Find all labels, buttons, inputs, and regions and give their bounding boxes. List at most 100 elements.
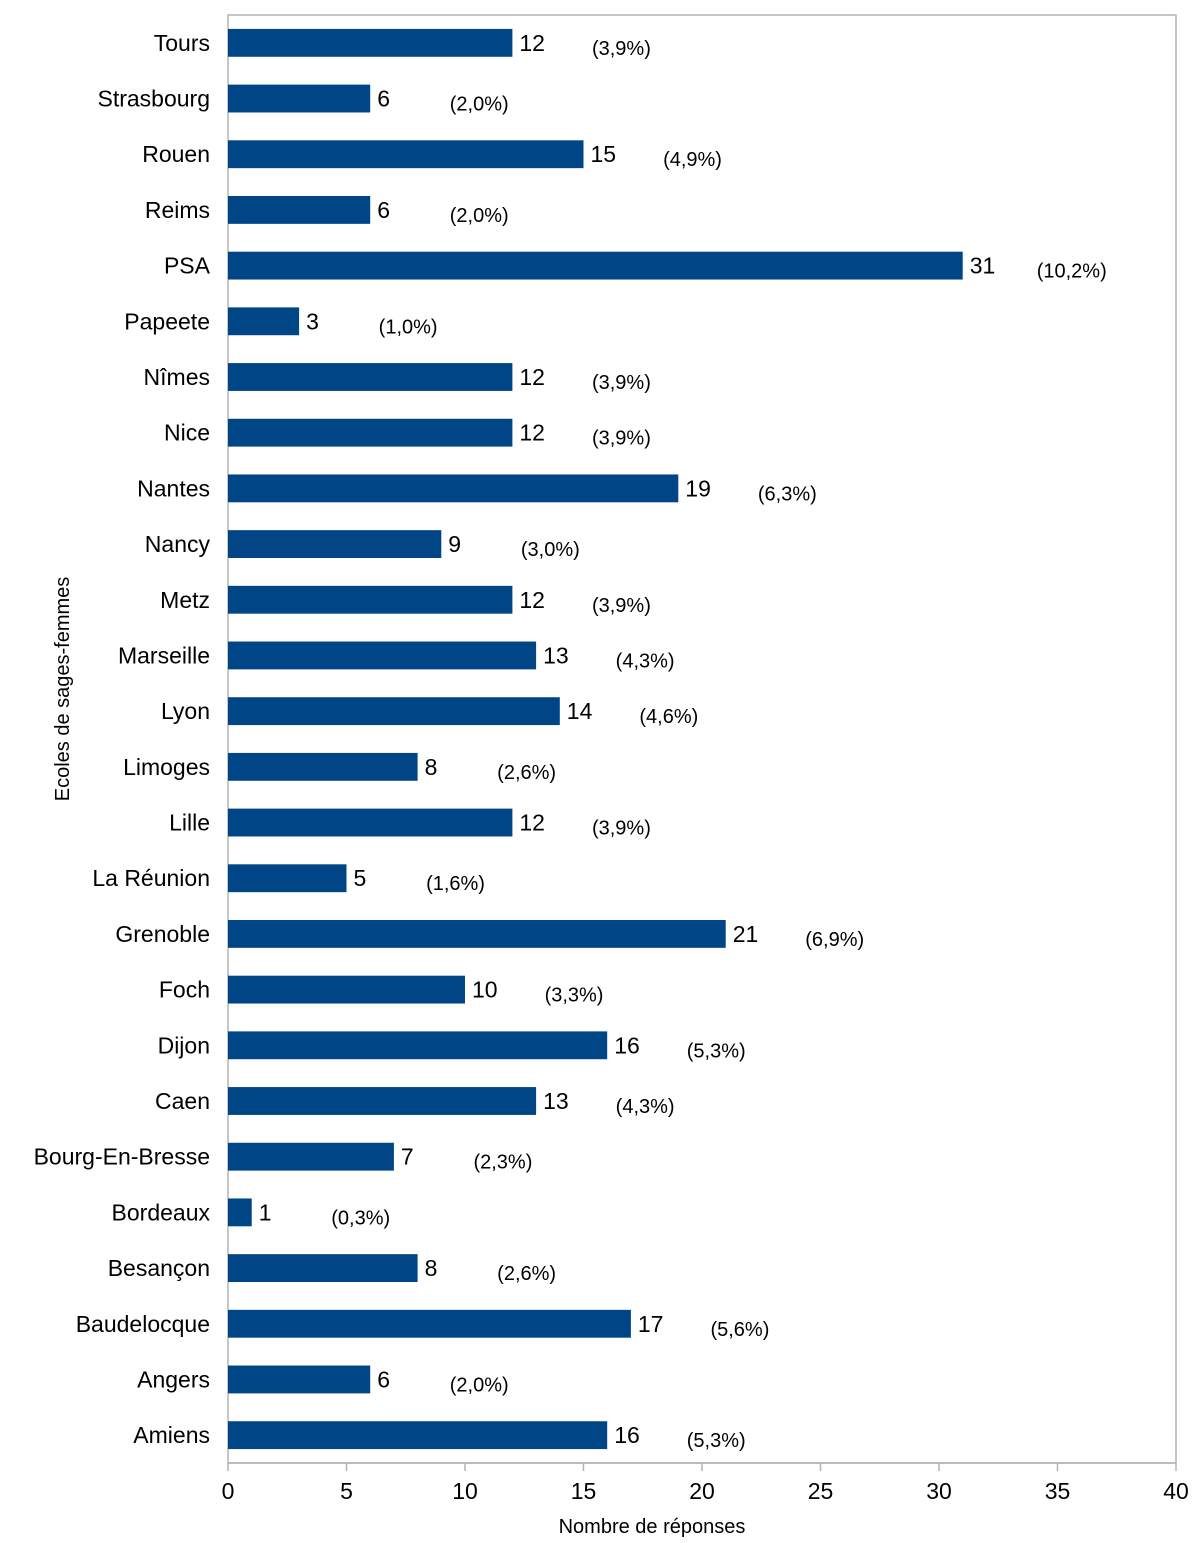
- category-label: Lille: [169, 810, 210, 836]
- value-label: 6: [377, 197, 390, 223]
- value-label: 12: [519, 364, 545, 390]
- category-label: Marseille: [118, 642, 210, 668]
- category-label: PSA: [164, 253, 211, 279]
- percent-label: (6,3%): [758, 483, 817, 505]
- percent-label: (4,9%): [663, 149, 722, 171]
- category-label: Nantes: [137, 475, 210, 501]
- value-label: 12: [519, 30, 545, 56]
- bar: [228, 1087, 537, 1115]
- x-tick-label: 15: [571, 1478, 597, 1504]
- percent-label: (5,6%): [710, 1319, 769, 1341]
- percent-label: (2,6%): [497, 1263, 556, 1285]
- category-label: Besançon: [108, 1255, 210, 1281]
- value-label: 6: [377, 1366, 390, 1392]
- labels-layer: Tours 12 (3,9%)Strasbourg 6 (2,0%)Rouen 15 (4,…: [34, 30, 1107, 1452]
- percent-label: (2,0%): [450, 1374, 509, 1396]
- bar: [228, 418, 513, 447]
- category-label: Caen: [155, 1088, 210, 1114]
- category-label: Grenoble: [115, 921, 210, 947]
- bar: [228, 752, 418, 781]
- percent-label: (4,3%): [616, 650, 675, 672]
- bar: [228, 251, 963, 280]
- bar: [228, 697, 560, 726]
- x-tick-label: 10: [452, 1478, 478, 1504]
- x-tick-label: 25: [808, 1478, 834, 1504]
- bar: [228, 140, 584, 169]
- value-label: 12: [519, 420, 545, 446]
- percent-label: (3,9%): [592, 428, 651, 450]
- value-label: 12: [519, 810, 545, 836]
- bar: [228, 530, 442, 558]
- y-axis-title: Ecoles de sages-femmes: [52, 577, 74, 802]
- percent-label: (1,0%): [379, 316, 438, 338]
- bar: [228, 1254, 418, 1282]
- value-label: 13: [543, 1088, 569, 1114]
- bar: [228, 1421, 608, 1450]
- percent-label: (3,9%): [592, 818, 651, 840]
- category-label: Papeete: [124, 308, 210, 334]
- value-label: 17: [638, 1311, 664, 1337]
- category-label: Nîmes: [144, 364, 210, 390]
- bar: [228, 641, 537, 670]
- x-tick-label: 30: [926, 1478, 952, 1504]
- category-label: Baudelocque: [76, 1311, 210, 1337]
- bar: [228, 363, 513, 391]
- bar: [228, 1309, 631, 1338]
- bar: [228, 307, 300, 336]
- category-label: Bourg-En-Bresse: [34, 1144, 210, 1170]
- category-label: Dijon: [158, 1032, 210, 1058]
- value-label: 5: [354, 865, 367, 891]
- value-label: 9: [448, 531, 461, 557]
- category-label: Amiens: [133, 1422, 210, 1448]
- category-label: Lyon: [161, 698, 210, 724]
- percent-label: (2,6%): [497, 762, 556, 784]
- category-label: Metz: [160, 587, 210, 613]
- value-label: 21: [733, 921, 759, 947]
- percent-label: (3,9%): [592, 38, 651, 60]
- category-label: Tours: [154, 30, 210, 56]
- value-label: 12: [519, 587, 545, 613]
- x-tick-label: 35: [1045, 1478, 1071, 1504]
- bar: [228, 474, 679, 503]
- bar: [228, 864, 347, 893]
- plot-area-frame: [227, 14, 1177, 1464]
- percent-label: (2,3%): [473, 1152, 532, 1174]
- percent-label: (3,3%): [545, 985, 604, 1007]
- bar: [228, 196, 371, 224]
- value-label: 16: [614, 1422, 640, 1448]
- category-label: Foch: [159, 977, 210, 1003]
- bar: [228, 1365, 371, 1394]
- bars-layer: [228, 28, 963, 1450]
- percent-label: (3,9%): [592, 595, 651, 617]
- bar: [228, 585, 513, 614]
- value-label: 1: [259, 1199, 272, 1225]
- value-label: 14: [567, 698, 593, 724]
- category-label: Nancy: [145, 531, 211, 557]
- category-label: Nice: [164, 420, 210, 446]
- value-label: 31: [970, 253, 996, 279]
- percent-label: (1,6%): [426, 873, 485, 895]
- percent-label: (3,9%): [592, 372, 651, 394]
- percent-label: (3,0%): [521, 539, 580, 561]
- x-axis-title: Nombre de réponses: [559, 1516, 746, 1538]
- value-label: 6: [377, 86, 390, 112]
- category-label: Angers: [137, 1366, 210, 1392]
- percent-label: (4,6%): [639, 706, 698, 728]
- bar: [228, 28, 513, 57]
- percent-label: (2,0%): [450, 205, 509, 227]
- x-axis: 0 5 10 15 20 25 30 35 40: [222, 1462, 1189, 1504]
- value-label: 16: [614, 1032, 640, 1058]
- value-label: 13: [543, 642, 569, 668]
- value-label: 19: [685, 475, 711, 501]
- bar: [228, 975, 465, 1004]
- percent-label: (2,0%): [450, 94, 509, 116]
- x-tick-label: 20: [689, 1478, 715, 1504]
- percent-label: (5,3%): [687, 1430, 746, 1452]
- category-label: La Réunion: [92, 865, 210, 891]
- percent-label: (10,2%): [1037, 261, 1107, 283]
- bar: [228, 84, 371, 113]
- category-label: Strasbourg: [97, 86, 210, 112]
- x-tick-label: 5: [340, 1478, 353, 1504]
- value-label: 8: [425, 754, 438, 780]
